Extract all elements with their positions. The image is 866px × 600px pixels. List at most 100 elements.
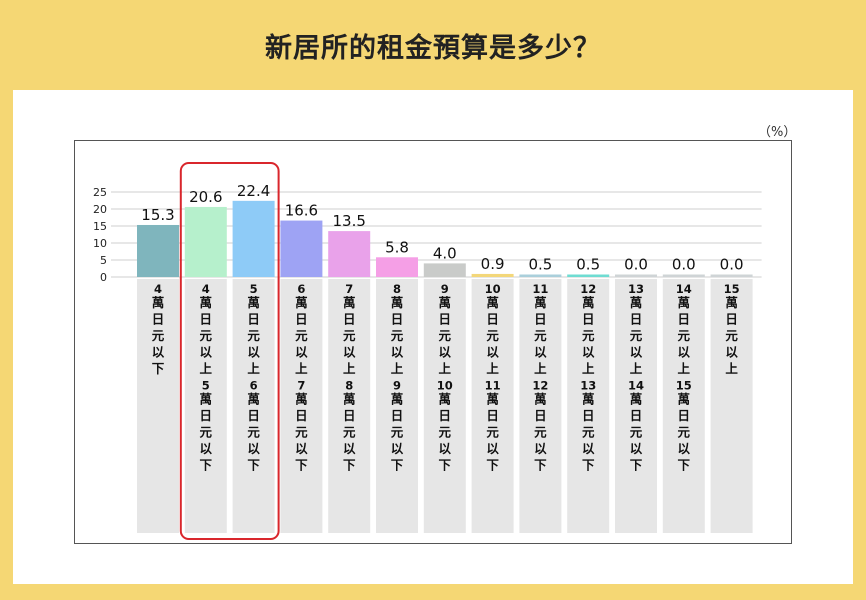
x-tick-label: 上	[725, 361, 738, 376]
x-tick-label: 上	[247, 361, 260, 376]
bar	[137, 224, 179, 277]
x-tick-label: 元	[486, 425, 499, 440]
x-tick-label: 萬	[582, 295, 595, 310]
x-tick-label: 上	[391, 361, 404, 376]
x-tick-label: 以	[678, 441, 691, 456]
x-tick-label: 元	[343, 328, 356, 343]
x-tick-label: 13	[580, 379, 596, 393]
x-tick-label: 上	[678, 361, 691, 376]
y-tick-label: 0	[100, 271, 107, 284]
x-tick-label: 日	[534, 312, 547, 327]
x-tick-label: 萬	[439, 392, 452, 407]
x-tick-label: 日	[343, 408, 356, 423]
x-tick-label: 日	[582, 408, 595, 423]
x-tick-label: 日	[439, 312, 452, 327]
x-tick-label: 日	[534, 408, 547, 423]
x-tick-label: 12	[580, 282, 596, 296]
x-tick-label: 元	[391, 328, 404, 343]
x-tick-label: 上	[534, 361, 547, 376]
y-tick-label: 20	[93, 203, 107, 216]
unit-label: （%）	[758, 125, 797, 140]
x-tick-label: 元	[200, 328, 213, 343]
x-tick-label: 以	[439, 345, 452, 360]
y-tick-label: 5	[100, 254, 107, 267]
x-tick-label: 元	[439, 425, 452, 440]
x-tick-label: 元	[295, 328, 308, 343]
x-tick-label: 日	[247, 408, 260, 423]
x-tick-label: 以	[486, 345, 499, 360]
x-tick-label: 萬	[295, 392, 308, 407]
bar	[662, 274, 705, 277]
x-tick-label: 萬	[295, 295, 308, 310]
data-label: 0.9	[481, 255, 505, 273]
x-tick-label: 萬	[678, 295, 691, 310]
x-tick-label: 4	[202, 282, 210, 296]
bar	[184, 206, 227, 277]
x-tick-label: 元	[678, 425, 691, 440]
label-band	[567, 279, 610, 533]
x-tick-label: 下	[582, 458, 595, 473]
x-tick-label: 元	[247, 328, 260, 343]
x-tick-label: 9	[441, 282, 449, 296]
x-tick-label: 以	[391, 441, 404, 456]
label-band	[423, 279, 466, 533]
x-tick-label: 上	[486, 361, 499, 376]
bar	[615, 274, 657, 277]
x-tick-label: 元	[678, 328, 691, 343]
x-tick-label: 上	[200, 361, 213, 376]
x-tick-label: 以	[247, 441, 260, 456]
x-tick-label: 元	[391, 425, 404, 440]
x-tick-label: 日	[725, 312, 738, 327]
label-band	[519, 279, 562, 533]
x-tick-label: 以	[486, 441, 499, 456]
x-tick-label: 萬	[630, 392, 643, 407]
label-band	[662, 279, 705, 533]
x-tick-label: 元	[582, 328, 595, 343]
x-tick-label: 14	[676, 282, 692, 296]
y-tick-label: 15	[93, 220, 107, 233]
x-tick-label: 萬	[534, 392, 547, 407]
x-tick-label: 下	[439, 458, 452, 473]
bar	[567, 274, 610, 277]
x-tick-label: 日	[678, 408, 691, 423]
x-tick-label: 元	[725, 328, 738, 343]
x-tick-label: 萬	[725, 295, 738, 310]
x-tick-label: 下	[200, 458, 213, 473]
x-tick-label: 萬	[534, 295, 547, 310]
data-label: 22.4	[237, 182, 270, 200]
x-tick-label: 元	[343, 425, 356, 440]
x-tick-label: 萬	[486, 295, 499, 310]
x-tick-label: 10	[485, 282, 501, 296]
x-tick-label: 14	[628, 379, 644, 393]
x-tick-label: 以	[295, 345, 308, 360]
x-tick-label: 上	[630, 361, 643, 376]
x-tick-label: 以	[200, 441, 213, 456]
x-tick-label: 5	[202, 379, 210, 393]
data-label: 16.6	[285, 202, 318, 220]
data-label: 0.5	[576, 256, 600, 274]
x-tick-label: 以	[582, 345, 595, 360]
x-tick-label: 7	[297, 379, 305, 393]
data-label: 0.0	[672, 256, 696, 274]
x-tick-label: 上	[343, 361, 356, 376]
x-tick-label: 日	[582, 312, 595, 327]
bar	[280, 220, 323, 277]
x-tick-label: 4	[154, 282, 162, 296]
x-tick-label: 上	[582, 361, 595, 376]
x-tick-label: 5	[250, 282, 258, 296]
x-tick-label: 上	[439, 361, 452, 376]
bar	[376, 257, 418, 277]
x-tick-label: 以	[343, 441, 356, 456]
x-tick-label: 以	[295, 441, 308, 456]
x-tick-label: 下	[486, 458, 499, 473]
x-tick-label: 下	[534, 458, 547, 473]
x-tick-label: 以	[247, 345, 260, 360]
x-tick-label: 7	[345, 282, 353, 296]
data-label: 0.0	[624, 256, 648, 274]
x-tick-label: 以	[439, 441, 452, 456]
x-tick-label: 萬	[200, 392, 213, 407]
y-tick-label: 25	[93, 186, 107, 199]
x-tick-label: 以	[200, 345, 213, 360]
x-tick-label: 日	[630, 312, 643, 327]
